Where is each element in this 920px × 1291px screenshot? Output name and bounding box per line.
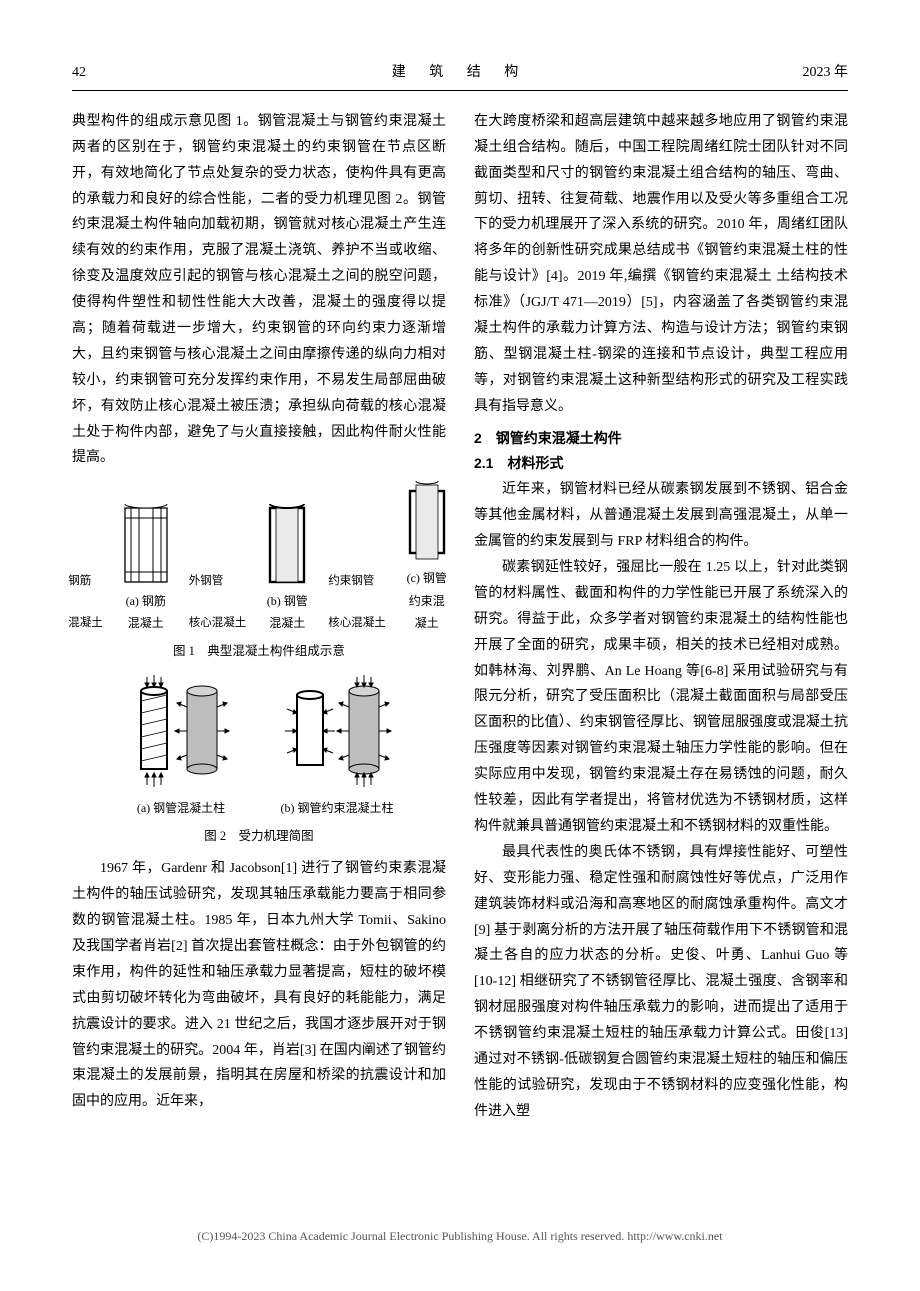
fig1-labels-b: 外钢管 核心混凝土 [189,557,247,634]
fig2-b: (b) 钢管约束混凝土柱 [277,673,397,819]
label: 约束钢管 [328,571,374,592]
figure-1: 钢筋 混凝土 [72,481,446,663]
mechanism-b-icon [277,673,397,793]
fig2-a: (a) 钢管混凝土柱 [121,673,241,819]
label: 核心混凝土 [189,613,247,634]
copyright-footer: (C)1994-2023 China Academic Journal Elec… [0,1225,920,1247]
label: 混凝土 [68,613,103,634]
paragraph: 1967 年，Gardenr 和 Jacobson[1] 进行了钢管约束素混凝土… [72,856,446,1115]
page-year: 2023 年 [768,60,848,86]
fig1-labels-a: 钢筋 混凝土 [68,557,103,634]
mechanism-a-icon [121,673,241,793]
fig2-cap-b: (b) 钢管约束混凝土柱 [281,797,394,819]
label: 钢筋 [68,571,91,592]
fig1-a: (a) 钢筋混凝土 [121,504,171,634]
fig1-title: 图 1 典型混凝土构件组成示意 [72,640,446,663]
tcc-section-icon [404,481,450,563]
fig1-c: (c) 钢管约束混凝土 [404,481,450,634]
right-column: 在大跨度桥梁和超高层建筑中越来越多地应用了钢管约束混凝土组合结构。随后，中国工程… [474,109,848,1125]
fig2-title: 图 2 受力机理简图 [72,825,446,848]
page: 42 建 筑 结 构 2023 年 典型构件的组成示意见图 1。钢管混凝土与钢管… [0,0,920,1165]
page-header: 42 建 筑 结 构 2023 年 [72,60,848,91]
paragraph: 近年来，钢管材料已经从碳素钢发展到不锈钢、铝合金等其他金属材料，从普通混凝土发展… [474,477,848,555]
paragraph: 最具代表性的奥氏体不锈钢，具有焊接性能好、可塑性好、变形能力强、稳定性强和耐腐蚀… [474,840,848,1125]
page-number: 42 [72,60,152,86]
rc-section-icon [121,504,171,586]
two-column-body: 典型构件的组成示意见图 1。钢管混凝土与钢管约束混凝土两者的区别在于，钢管约束混… [72,109,848,1125]
fig1-cap-c: (c) 钢管约束混凝土 [404,567,450,634]
fig1-cap-a: (a) 钢筋混凝土 [121,590,171,634]
fig1-cap-b: (b) 钢管混凝土 [264,590,310,634]
fig1-b: (b) 钢管混凝土 [264,504,310,634]
paragraph: 碳素钢延性较好，强屈比一般在 1.25 以上，针对此类钢管的材料属性、截面和构件… [474,555,848,840]
label: 外钢管 [189,571,224,592]
label: 核心混凝土 [328,613,386,634]
fig1-labels-c: 约束钢管 核心混凝土 [328,557,386,634]
paragraph: 在大跨度桥梁和超高层建筑中越来越多地应用了钢管约束混凝土组合结构。随后，中国工程… [474,109,848,420]
figure-2: (a) 钢管混凝土柱 [72,673,446,848]
left-column: 典型构件的组成示意见图 1。钢管混凝土与钢管约束混凝土两者的区别在于，钢管约束混… [72,109,446,1125]
subsection-heading: 2.1 材料形式 [474,451,848,477]
fig2-cap-a: (a) 钢管混凝土柱 [137,797,225,819]
journal-title: 建 筑 结 构 [392,60,529,86]
paragraph: 典型构件的组成示意见图 1。钢管混凝土与钢管约束混凝土两者的区别在于，钢管约束混… [72,109,446,471]
cft-section-icon [264,504,310,586]
section-heading: 2 钢管约束混凝土构件 [474,426,848,452]
